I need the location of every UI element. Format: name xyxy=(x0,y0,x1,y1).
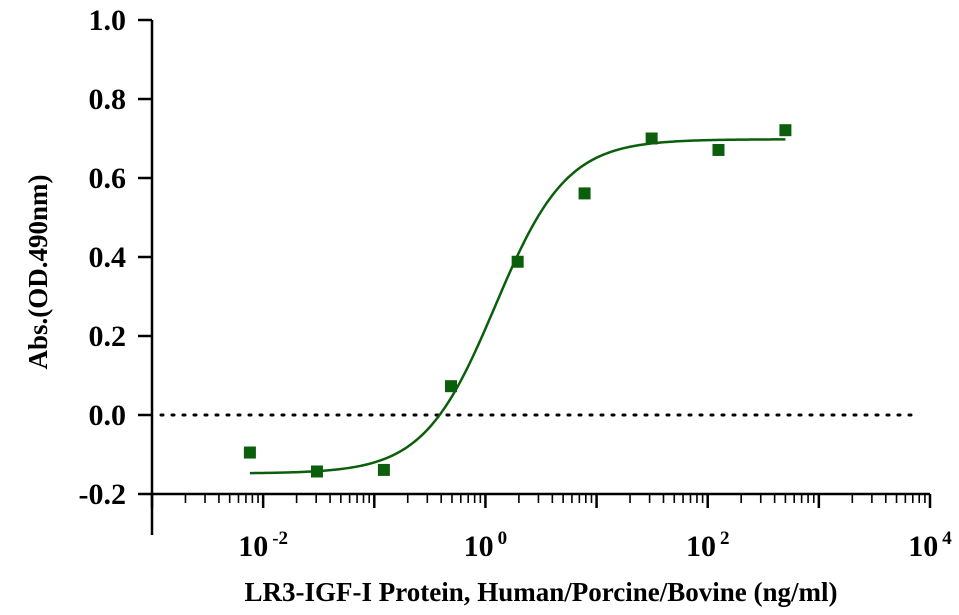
data-points xyxy=(243,124,792,478)
fit-curve xyxy=(249,138,786,475)
y-tick-label: 1.0 xyxy=(89,4,127,37)
x-tick-exponent: -2 xyxy=(272,528,288,549)
y-tick-label: 0.0 xyxy=(89,399,127,432)
axes xyxy=(150,20,930,535)
data-point xyxy=(578,187,591,200)
x-tick-exponent: 0 xyxy=(498,528,508,549)
data-point xyxy=(310,465,323,478)
y-tick-label: 0.6 xyxy=(89,162,127,195)
y-tick-label: 0.2 xyxy=(89,320,127,353)
data-point xyxy=(243,446,256,459)
data-point xyxy=(444,380,457,393)
x-tick-base: 10 xyxy=(908,530,938,563)
data-point xyxy=(377,463,390,476)
x-ticks: 10 -2 10 0 10 2 10 4 xyxy=(150,494,952,563)
x-tick-label: 10 2 xyxy=(686,528,730,563)
x-tick-exponent: 2 xyxy=(720,528,730,549)
x-tick-label: 10 0 xyxy=(464,528,508,563)
y-ticks: -0.2 0.0 0.2 0.4 0.6 0.8 1.0 xyxy=(79,4,152,511)
x-tick-label: 10 -2 xyxy=(238,528,288,563)
x-tick-base: 10 xyxy=(686,530,716,563)
data-point xyxy=(645,132,658,145)
y-tick-label: -0.2 xyxy=(79,478,127,511)
data-point xyxy=(511,255,524,268)
x-tick-exponent: 4 xyxy=(942,528,952,549)
x-tick-label: 10 4 xyxy=(908,528,952,563)
x-axis-title: LR3-IGF-I Protein, Human/Porcine/Bovine … xyxy=(245,577,838,607)
y-tick-label: 0.4 xyxy=(89,241,127,274)
data-point xyxy=(712,143,725,156)
data-point xyxy=(779,124,792,137)
y-tick-label: 0.8 xyxy=(89,83,127,116)
y-axis-title: Abs.(OD.490nm) xyxy=(23,174,53,369)
x-tick-base: 10 xyxy=(238,530,268,563)
x-tick-base: 10 xyxy=(464,530,494,563)
